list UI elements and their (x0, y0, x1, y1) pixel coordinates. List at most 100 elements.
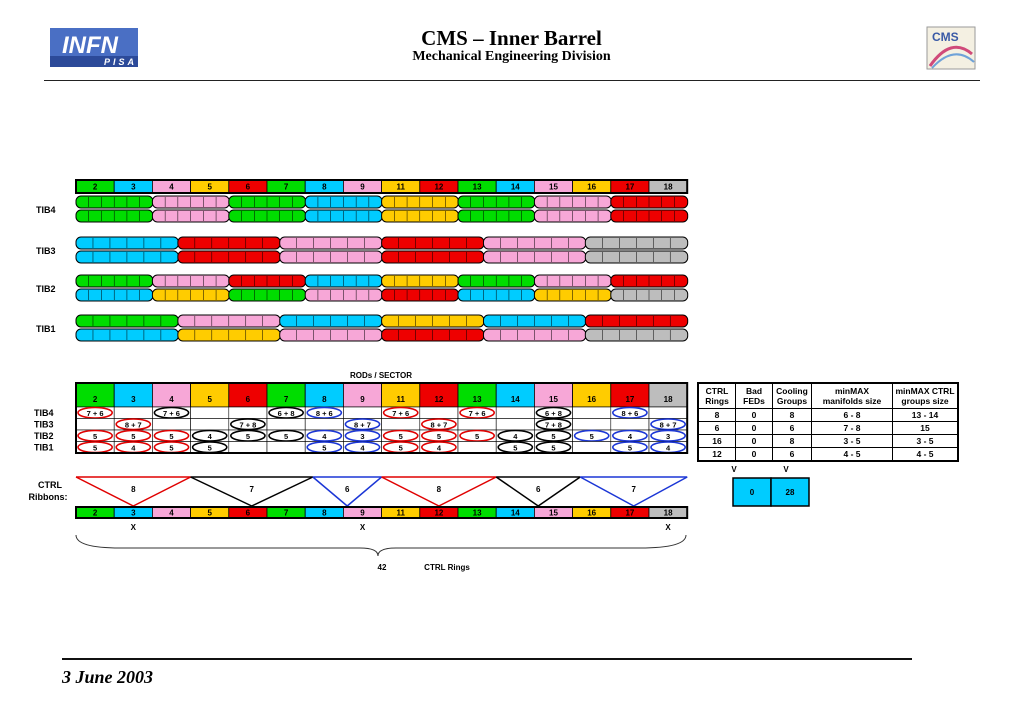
rods-row-label: TIB4 (34, 408, 54, 418)
rods-ring (535, 429, 572, 442)
header-divider (44, 80, 980, 81)
rod-segment (279, 236, 383, 250)
rods-value: 7 + 8 (239, 420, 256, 429)
summary-cell: 7 - 8 (811, 421, 893, 435)
rods-header-label: 6 (246, 395, 251, 404)
rods-ring (306, 406, 343, 419)
rods-cell (572, 441, 612, 454)
x-mark: X (360, 523, 366, 532)
ribbon-edge (495, 476, 539, 507)
rods-cell (648, 406, 688, 419)
rods-cell (610, 418, 650, 431)
sector-footer-label: 12 (434, 509, 443, 518)
sector-footer-label: 17 (625, 509, 634, 518)
sector-header-frame (75, 179, 689, 194)
rods-ring (612, 429, 648, 442)
summary-cell: 12 (697, 447, 736, 462)
rods-value: 8 + 7 (354, 420, 371, 429)
rods-cell (381, 418, 421, 431)
footer-divider (62, 658, 912, 660)
sector-footer-label: 11 (396, 509, 405, 518)
total-cooling-box (770, 477, 810, 507)
rods-row-label: TIB2 (34, 431, 54, 441)
rods-row-label: TIB1 (34, 443, 54, 453)
rods-ring (344, 418, 381, 431)
rods-header-cell (419, 382, 459, 408)
rods-ring (153, 429, 190, 442)
summary-cell: 6 (697, 421, 736, 435)
ribbon-edge (633, 476, 688, 507)
sector-footer-label: 3 (131, 509, 136, 518)
v-mark: V (731, 465, 737, 474)
rods-ring (535, 418, 572, 431)
sector-header-label: 15 (549, 183, 558, 192)
rods-header-cell (381, 382, 421, 408)
infn-logo-text: INFN (62, 32, 119, 59)
sector-header-label: 12 (434, 183, 443, 192)
x-mark: X (131, 523, 137, 532)
rods-value: 5 (93, 432, 97, 441)
rods-header-label: 17 (625, 395, 634, 404)
rods-header-label: 3 (131, 395, 136, 404)
rods-ring (650, 418, 687, 431)
summary-cell: 8 (772, 408, 812, 422)
sector-header-label: 9 (360, 183, 365, 192)
total-rings-value: 42 (378, 563, 387, 572)
rods-cell (495, 406, 535, 419)
ribbon-edge (251, 476, 314, 507)
summary-header: Bad FEDs (735, 382, 773, 409)
rods-value: 7 + 6 (163, 409, 180, 418)
rods-header-label: 4 (169, 395, 174, 404)
summary-row: 8 0 8 6 - 8 13 - 14 (697, 408, 959, 422)
rods-ring (382, 406, 419, 419)
rods-cell (75, 418, 115, 431)
rods-value: 5 (169, 432, 173, 441)
rod-segment (533, 195, 612, 209)
rods-value: 8 + 6 (316, 409, 333, 418)
rods-ring (229, 429, 266, 442)
page-title: CMS – Inner Barrel (421, 26, 602, 50)
rods-cell (457, 418, 497, 431)
total-fed-box (732, 477, 772, 507)
summary-table: CTRL Rings Bad FEDs Cooling Groups minMA… (697, 382, 959, 462)
ribbon-edge (381, 476, 440, 507)
rods-value: 4 (437, 443, 442, 452)
summary-header: CTRL Rings (697, 382, 736, 409)
rods-value: 5 (399, 432, 403, 441)
ribbon-edge (579, 476, 635, 507)
ribbon-value: 7 (249, 485, 254, 494)
sector-header-label: 14 (511, 183, 520, 192)
summary-cell: 3 - 5 (892, 434, 959, 448)
rods-cell (266, 418, 306, 431)
rods-ring (115, 418, 152, 431)
rods-ring (268, 429, 305, 442)
summary-row: 6 0 6 7 - 8 15 (697, 421, 959, 435)
ribbon-edge (190, 476, 253, 507)
infn-logo-sub: PISA (104, 57, 137, 67)
rods-header-cell (534, 382, 574, 408)
sector-header-label: 16 (587, 183, 596, 192)
rods-header-label: 12 (434, 395, 443, 404)
summary-cell: 8 (697, 408, 736, 422)
rods-header-cell (190, 382, 230, 408)
sector-header-label: 7 (284, 183, 289, 192)
layer-label: TIB3 (36, 246, 56, 256)
rods-header-label: 13 (473, 395, 482, 404)
rods-header-label: 14 (511, 395, 520, 404)
rods-ring (382, 429, 419, 442)
summary-header: minMAX CTRL groups size (892, 382, 959, 409)
rods-value: 5 (169, 443, 173, 452)
rods-value: 5 (475, 432, 479, 441)
summary-cell: 0 (735, 447, 773, 462)
layer-label: TIB2 (36, 284, 56, 294)
rod-segment (533, 209, 612, 223)
rods-cell (113, 406, 153, 419)
layer-label: TIB1 (36, 324, 56, 334)
rods-value: 7 + 6 (87, 409, 104, 418)
rods-ring (115, 429, 152, 442)
summary-cell: 8 (772, 434, 812, 448)
rods-header-label: 9 (360, 395, 365, 404)
sector-header-label: 5 (207, 183, 212, 192)
rods-value: 5 (437, 432, 441, 441)
summary-cell: 0 (735, 408, 773, 422)
